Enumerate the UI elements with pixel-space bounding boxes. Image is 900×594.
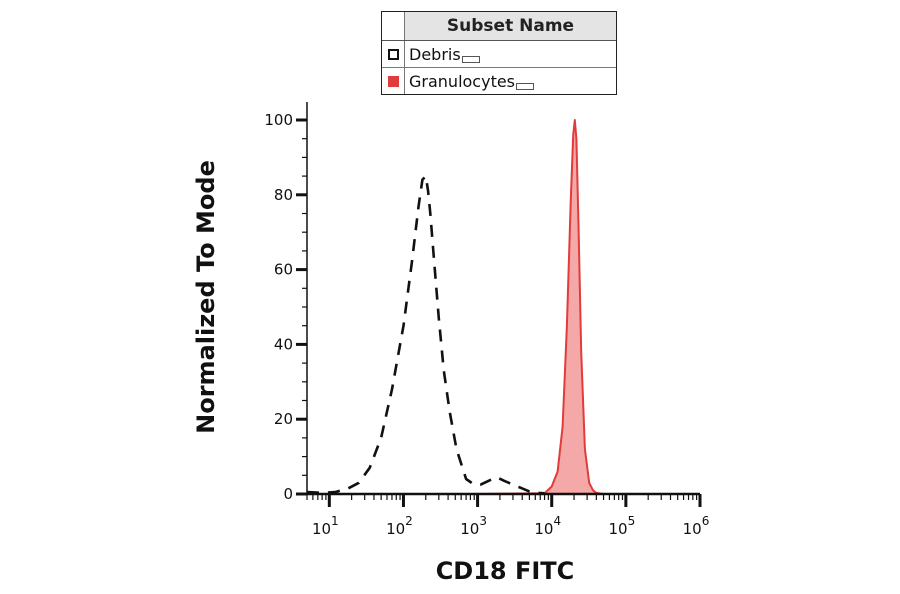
y-tick-label: 20	[274, 410, 293, 428]
x-tick-label: 101	[312, 514, 339, 538]
series-line-granulocytes	[307, 119, 700, 495]
legend-swatch-cell	[382, 41, 405, 67]
legend-row-debris: Debris	[382, 41, 616, 68]
axis-layer: 0 20 40 60 80 100 101 102 103 104 105 106	[264, 102, 709, 538]
legend-tag-icon	[516, 82, 535, 90]
y-axis-label: Normalized To Mode	[192, 160, 220, 434]
x-tick-label: 105	[608, 514, 635, 538]
legend-tag-icon	[461, 55, 480, 63]
series-layer	[306, 119, 700, 495]
legend: Subset Name Debris Granulocytes	[381, 11, 617, 95]
legend-swatch-cell	[382, 68, 405, 94]
legend-label-debris: Debris	[405, 45, 480, 64]
legend-swatch-debris	[387, 48, 399, 60]
legend-title: Subset Name	[405, 12, 616, 40]
legend-label-granulocytes: Granulocytes	[405, 72, 535, 91]
legend-swatch-granulocytes	[387, 75, 399, 87]
series-line-debris	[306, 174, 545, 495]
y-tick-label: 40	[274, 335, 293, 353]
y-tick-label: 60	[274, 261, 293, 279]
y-tick-label: 0	[283, 485, 293, 503]
x-tick-label: 102	[386, 514, 413, 538]
y-tick-label: 80	[274, 186, 293, 204]
series-fill-granulocytes	[307, 120, 700, 494]
legend-row-granulocytes: Granulocytes	[382, 68, 616, 94]
legend-header-blank	[382, 12, 405, 40]
x-tick-label: 104	[534, 514, 561, 538]
x-axis-label: CD18 FITC	[435, 557, 575, 585]
x-tick-label: 106	[683, 514, 710, 538]
legend-header: Subset Name	[382, 12, 616, 41]
x-tick-label: 103	[460, 514, 487, 538]
y-tick-label: 100	[264, 111, 293, 129]
